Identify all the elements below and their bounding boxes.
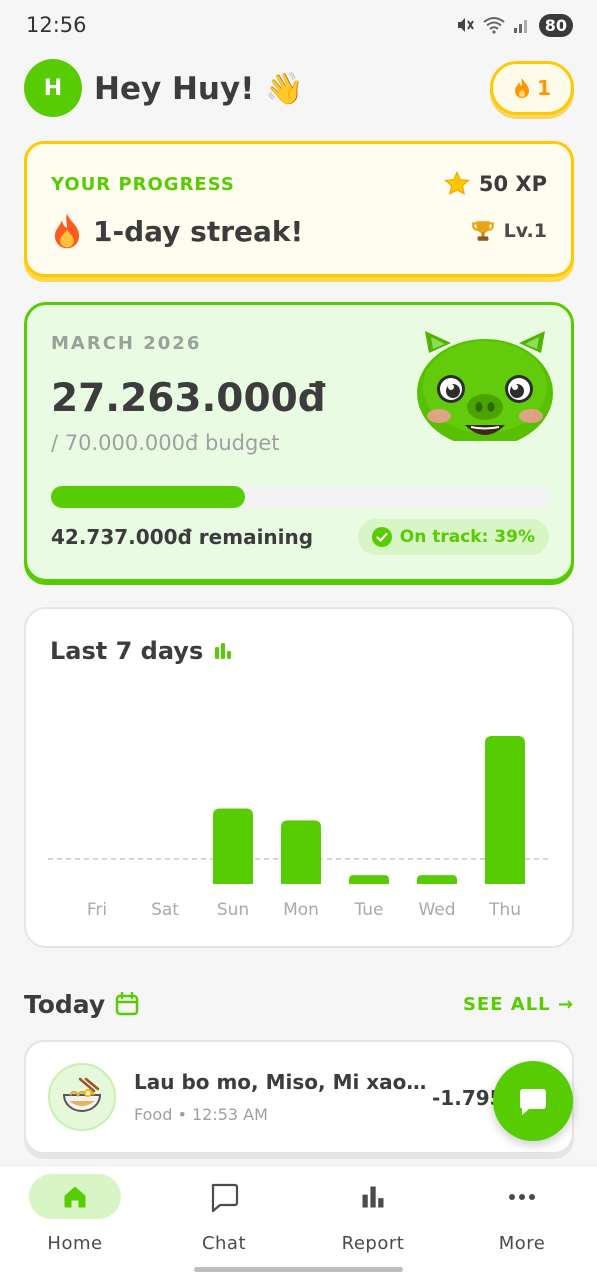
nav-item-chat[interactable]: Chat — [164, 1174, 284, 1254]
today-title: Today — [24, 990, 139, 1019]
trophy-icon — [471, 221, 494, 241]
transaction-name: Lau bo mo, Miso, Mi xao h… — [134, 1070, 432, 1094]
on-track-badge: On track: 39% — [357, 519, 549, 555]
star-icon — [444, 170, 470, 195]
streak-summary: 1-day streak! — [51, 212, 303, 250]
budget-remaining: 42.737.000đ remaining — [51, 525, 314, 549]
more-icon — [509, 1193, 535, 1200]
mute-icon — [457, 18, 474, 32]
streak-count: 1 — [537, 76, 551, 100]
battery-indicator: 80 — [538, 13, 573, 37]
transaction-item[interactable]: Lau bo mo, Miso, Mi xao h… Food • 12:53 … — [24, 1040, 574, 1154]
status-bar: 12:56 80 — [0, 0, 597, 50]
see-all-link[interactable]: SEE ALL → — [462, 993, 574, 1015]
header: H Hey Huy! 👋 1 — [24, 59, 574, 117]
bar-chart-icon — [215, 643, 232, 659]
budget-progress-fill — [51, 486, 246, 508]
chart-tick-fri: Fri — [87, 900, 107, 920]
bottom-nav: Home Chat Report More — [0, 1165, 597, 1280]
level-display: Lv.1 — [470, 218, 547, 244]
nav-label-home: Home — [47, 1233, 103, 1254]
budget-spent: 27.263.000đ — [51, 376, 326, 421]
last-7-days-card[interactable]: Fri Sat Sun Mon Tue Wed Thu Last 7 days — [24, 607, 574, 948]
report-icon — [362, 1186, 384, 1207]
budget-total: / 70.000.000đ budget — [51, 431, 280, 455]
remaining-row: 42.737.000đ remaining On track: 39% — [51, 519, 549, 555]
fire-icon — [54, 213, 80, 249]
on-track-text: On track: 39% — [399, 527, 535, 547]
nav-home-icon-wrap — [29, 1174, 121, 1219]
xp-display: 50 XP — [443, 170, 547, 198]
nav-more-icon-wrap — [476, 1174, 568, 1219]
progress-bottom-row: 1-day streak! Lv.1 — [51, 212, 547, 250]
streak-text: 1-day streak! — [93, 214, 304, 248]
today-header: Today SEE ALL → — [24, 986, 574, 1022]
nav-report-icon-wrap — [327, 1174, 419, 1219]
noodle-bowl-icon — [48, 1063, 116, 1131]
greeting: Hey Huy! 👋 — [94, 70, 304, 107]
wifi-icon — [483, 17, 505, 34]
flame-icon — [515, 78, 530, 98]
check-circle-icon — [371, 527, 392, 547]
nav-label-more: More — [498, 1233, 546, 1254]
message-icon — [520, 1089, 546, 1115]
transaction-meta: Food • 12:53 AM — [134, 1105, 268, 1124]
nav-label-chat: Chat — [201, 1233, 247, 1254]
chart-bar-wed[interactable] — [417, 875, 457, 884]
header-left: H Hey Huy! 👋 — [24, 59, 304, 117]
calendar-icon — [115, 992, 139, 1016]
home-icon — [64, 1186, 86, 1207]
chart-tick-sat: Sat — [151, 900, 179, 920]
nav-item-home[interactable]: Home — [15, 1174, 135, 1254]
status-icons: 80 — [455, 13, 573, 37]
chat-icon — [211, 1183, 239, 1212]
home-indicator — [194, 1267, 403, 1272]
chart-title: Last 7 days — [50, 637, 233, 665]
avatar[interactable]: H — [24, 59, 82, 117]
xp-value: 50 XP — [478, 172, 547, 196]
budget-month: MARCH 2026 — [51, 333, 202, 354]
nav-label-report: Report — [341, 1233, 405, 1254]
budget-card[interactable]: MARCH 2026 27.263.000đ / 70.000.000đ bud… — [24, 302, 574, 582]
pig-mascot-icon — [417, 331, 553, 441]
chart-bar-tue[interactable] — [349, 875, 389, 884]
chart-tick-sun: Sun — [217, 900, 249, 920]
streak-button[interactable]: 1 — [490, 61, 574, 115]
chart-bar-thu[interactable] — [485, 736, 525, 884]
today-title-text: Today — [24, 989, 106, 1019]
chart-bar-mon[interactable] — [281, 820, 321, 884]
budget-progress-bar — [51, 486, 549, 508]
level-value: Lv.1 — [503, 220, 547, 242]
chart-bar-sun[interactable] — [213, 808, 253, 884]
chart-tick-wed: Wed — [418, 900, 455, 920]
progress-label: YOUR PROGRESS — [51, 173, 235, 195]
signal-icon — [513, 20, 527, 33]
nav-chat-icon-wrap — [178, 1174, 270, 1219]
chart-tick-mon: Mon — [283, 900, 319, 920]
bar-chart: Fri Sat Sun Mon Tue Wed Thu — [48, 736, 550, 920]
nav-item-report[interactable]: Report — [313, 1174, 433, 1254]
chat-fab-button[interactable] — [493, 1061, 573, 1141]
progress-top-row: YOUR PROGRESS 50 XP — [51, 170, 547, 198]
status-time: 12:56 — [26, 13, 87, 37]
progress-card[interactable]: YOUR PROGRESS 50 XP 1-day streak! Lv.1 — [24, 141, 574, 277]
chart-tick-thu: Thu — [488, 900, 521, 920]
chart-title-text: Last 7 days — [50, 637, 204, 665]
nav-item-more[interactable]: More — [462, 1174, 582, 1254]
chart-tick-tue: Tue — [353, 900, 383, 920]
